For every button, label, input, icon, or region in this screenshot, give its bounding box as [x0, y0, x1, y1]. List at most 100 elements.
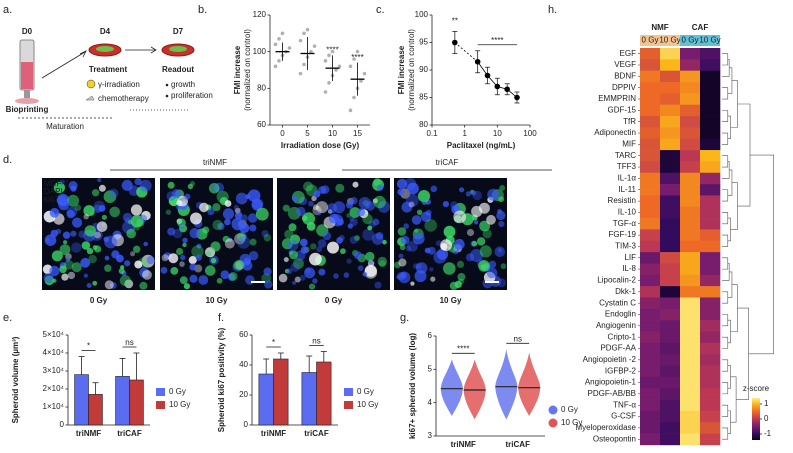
cell — [109, 189, 119, 199]
heatmap-cell — [680, 218, 700, 230]
panel-a: a. D0 D4 D7 Bioprinting Treatment Readou… — [3, 4, 213, 131]
row-label: TfR — [623, 117, 636, 126]
cell — [53, 279, 57, 283]
y-tick-label: 4 — [428, 398, 433, 407]
heatmap-cell — [700, 48, 720, 60]
heatmap-cell — [680, 309, 700, 321]
cell — [162, 254, 169, 261]
dendrogram — [738, 104, 751, 206]
heatmap-cell — [640, 218, 660, 230]
row-label: PDGF-AB/BB — [588, 389, 636, 398]
cell — [347, 259, 352, 264]
cell — [237, 212, 242, 217]
dendrogram — [722, 190, 728, 201]
cell — [362, 214, 372, 224]
cell — [140, 180, 152, 192]
cell — [116, 255, 124, 263]
heatmap-cell — [700, 343, 720, 355]
heatmap-cell — [660, 343, 680, 355]
heatmap-cell — [700, 388, 720, 400]
cell — [457, 261, 464, 268]
dendrogram — [722, 88, 728, 99]
heatmap-cell — [680, 127, 700, 139]
heatmap-cell — [680, 195, 700, 207]
cell — [92, 281, 97, 286]
cell — [202, 227, 209, 234]
panel-label: c. — [376, 4, 385, 16]
cell — [471, 190, 476, 195]
dendrogram — [722, 235, 728, 246]
heatmap-cell — [640, 366, 660, 378]
cell — [128, 220, 133, 225]
dendrogram — [722, 59, 729, 76]
heatmap-cell — [680, 263, 700, 275]
heatmap-cell — [660, 59, 680, 71]
column-label: 0 Gy — [642, 36, 659, 45]
y-tick-label: 5×10⁴ — [43, 330, 65, 339]
heatmap-cell — [700, 263, 720, 275]
y-tick-label: 120 — [253, 10, 267, 19]
heatmap-cell — [700, 139, 720, 151]
heatmap-cell — [680, 116, 700, 128]
dendrogram — [722, 54, 728, 65]
heatmap-cell — [680, 422, 700, 434]
cell — [424, 219, 437, 232]
cell — [373, 219, 380, 226]
column-group: CAF — [692, 23, 709, 32]
bar — [274, 359, 289, 425]
x-tick-label: 10 — [493, 129, 502, 138]
row-label: Myeloperoxidase — [576, 423, 637, 432]
dendrogram — [722, 337, 728, 348]
heatmap-cell — [640, 286, 660, 298]
cell — [288, 240, 299, 251]
cell — [126, 229, 136, 239]
day-label: D0 — [22, 27, 33, 36]
cell — [480, 245, 492, 257]
point — [299, 39, 303, 43]
cell — [69, 181, 78, 190]
heatmap-cell — [660, 366, 680, 378]
cell — [94, 245, 101, 252]
row-label: EGF — [620, 49, 637, 58]
cell — [190, 213, 202, 225]
cell — [415, 270, 427, 282]
column-label: 0 Gy — [682, 36, 699, 45]
cell — [412, 215, 422, 225]
row-label: TNF-α — [613, 400, 636, 409]
cell — [179, 261, 185, 267]
y-tick-label: 40 — [239, 360, 248, 369]
heatmap-cell — [660, 195, 680, 207]
heatmap-cell — [640, 82, 660, 94]
heatmap-cell — [640, 320, 660, 332]
cell — [397, 189, 404, 196]
cell — [279, 274, 288, 283]
dendrogram — [728, 320, 731, 343]
x-tick-label: triNMF — [451, 440, 476, 449]
cell — [198, 275, 208, 285]
cell — [400, 245, 406, 251]
cell — [413, 263, 419, 269]
cell — [350, 236, 358, 244]
cell — [63, 240, 67, 244]
point — [485, 73, 491, 79]
heatmap-cell — [680, 139, 700, 151]
cell — [444, 226, 456, 238]
dendrogram — [722, 258, 728, 269]
x-tick-label: 0 — [280, 129, 285, 138]
legend-label: 10 Gy — [357, 400, 378, 409]
y-tick-label: 6 — [428, 331, 433, 340]
heatmap-cell — [700, 116, 720, 128]
point — [363, 72, 367, 76]
cell — [97, 221, 108, 232]
heatmap-cell — [640, 263, 660, 275]
cell — [256, 208, 269, 221]
cell — [52, 250, 63, 261]
significance: ** — [452, 17, 458, 26]
image-label: 10 Gy — [206, 296, 228, 305]
cell — [303, 182, 313, 192]
dendrogram — [731, 377, 737, 422]
y-tick-label: 2×10⁴ — [43, 384, 65, 393]
heatmap-cell — [640, 184, 660, 196]
cell — [234, 260, 245, 271]
cell — [498, 248, 503, 253]
